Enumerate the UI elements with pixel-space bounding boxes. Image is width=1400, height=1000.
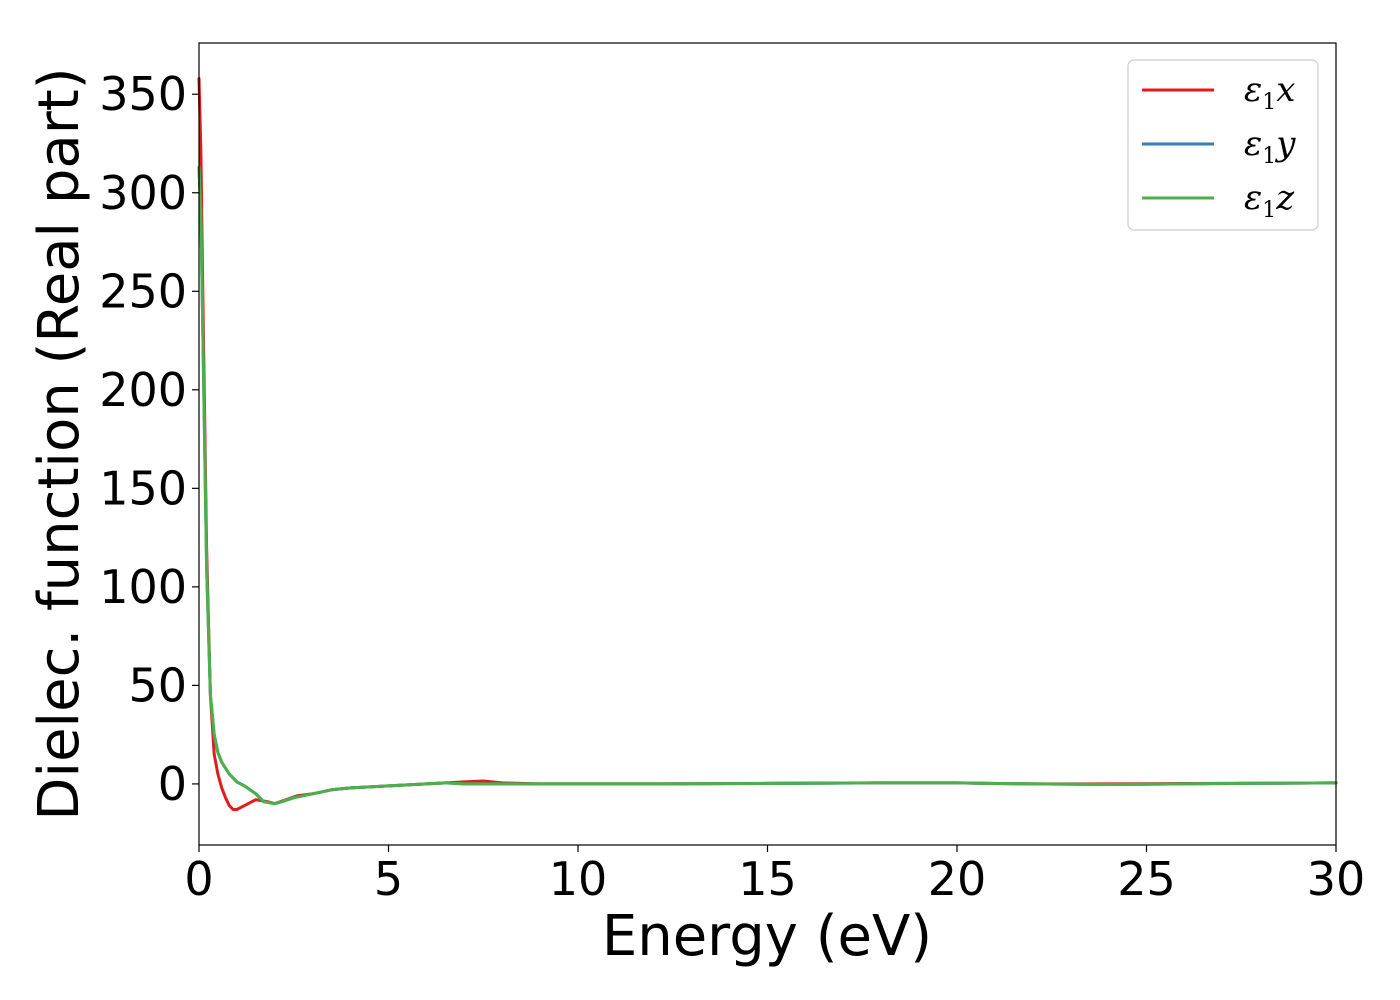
x-tick-label: 25 bbox=[1117, 852, 1176, 906]
x-tick-label: 15 bbox=[738, 852, 797, 906]
y-tick-label: 200 bbox=[99, 363, 187, 417]
x-tick-label: 30 bbox=[1307, 852, 1366, 906]
y-tick-label: 0 bbox=[158, 757, 187, 811]
y-tick-label: 350 bbox=[99, 67, 187, 121]
y-tick-label: 250 bbox=[99, 264, 187, 318]
series-layer bbox=[197, 77, 1338, 811]
x-tick-label: 10 bbox=[549, 852, 608, 906]
y-tick-label: 150 bbox=[99, 461, 187, 515]
y-axis: 0 50 100 150 200 250 300 350 bbox=[99, 67, 199, 811]
y-tick-label: 300 bbox=[99, 166, 187, 220]
legend-label: ε1x bbox=[1244, 70, 1295, 115]
legend-label: ε1y bbox=[1244, 124, 1296, 169]
x-tick-label: 20 bbox=[928, 852, 987, 906]
legend: ε1x ε1y ε1z bbox=[1127, 59, 1319, 231]
x-axis: 0 5 10 15 20 25 30 bbox=[184, 845, 1365, 906]
x-axis-title: Energy (eV) bbox=[602, 904, 932, 969]
legend-label: ε1z bbox=[1244, 178, 1295, 223]
x-tick-label: 5 bbox=[374, 852, 403, 906]
x-tick-label: 0 bbox=[184, 852, 213, 906]
y-tick-label: 50 bbox=[128, 658, 187, 712]
series-line-z bbox=[197, 165, 1338, 806]
legend-frame bbox=[1127, 59, 1319, 231]
y-axis-title: Dielec. function (Real part) bbox=[27, 67, 92, 820]
y-tick-label: 100 bbox=[99, 560, 187, 614]
